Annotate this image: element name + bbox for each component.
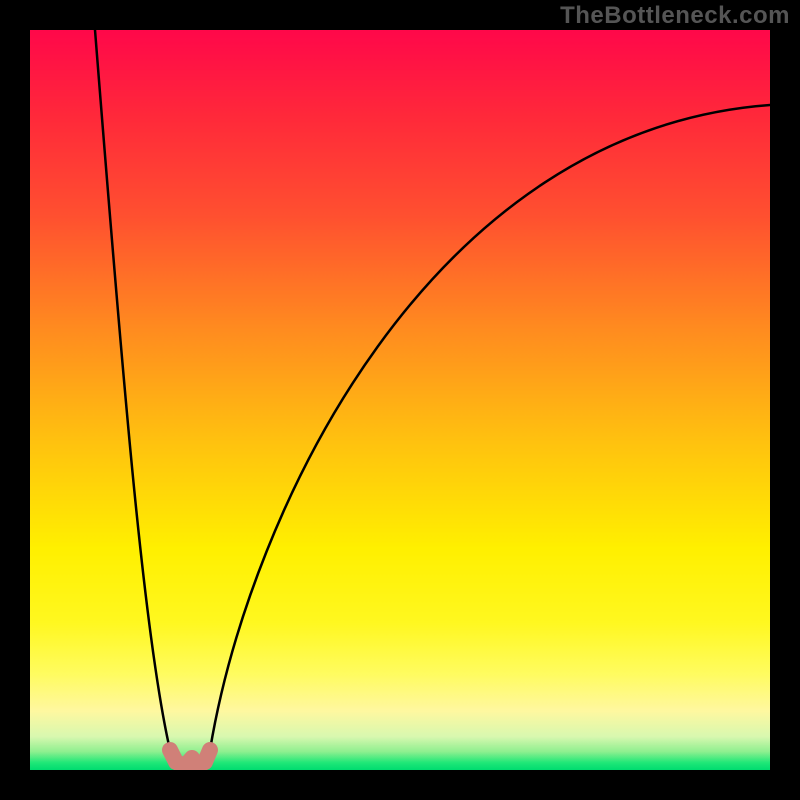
watermark-text: TheBottleneck.com	[560, 2, 790, 30]
plot-area	[30, 30, 770, 770]
chart-frame: TheBottleneck.com	[0, 0, 800, 800]
gradient-background	[30, 30, 770, 770]
